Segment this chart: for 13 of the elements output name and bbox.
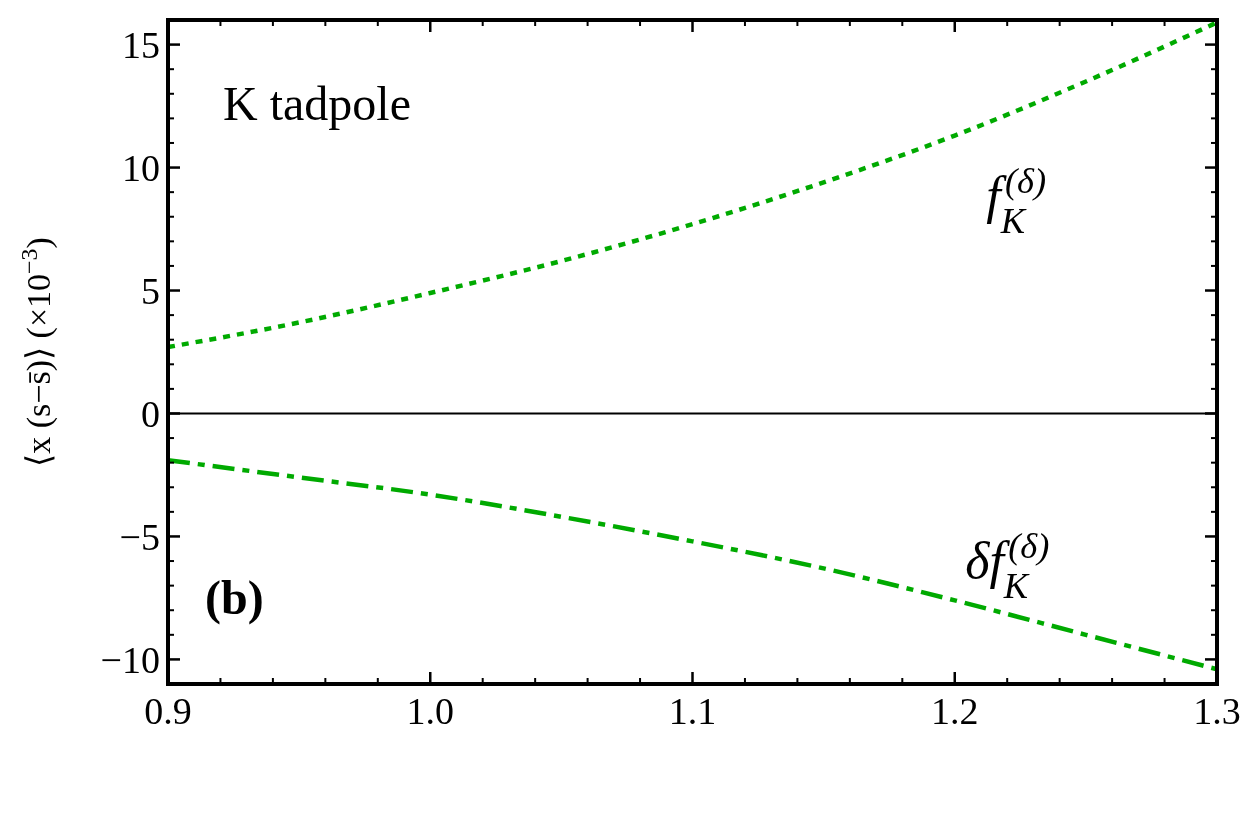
y-tick-label: 10 [122,146,160,189]
x-tick-label: 1.0 [406,690,454,732]
y-tick-label: −5 [119,515,160,558]
annotation: (b) [205,571,264,625]
y-tick-label: 5 [141,269,160,312]
annotation: K tadpole [223,77,411,130]
y-tick-label: 15 [122,23,160,66]
y-tick-label: −10 [100,638,160,681]
x-tick-label: 0.9 [144,690,192,732]
x-tick-label: 1.1 [668,690,717,732]
y-tick-label: 0 [141,392,160,435]
x-tick-label: 1.3 [1193,690,1241,732]
x-tick-label: 1.2 [931,690,979,732]
